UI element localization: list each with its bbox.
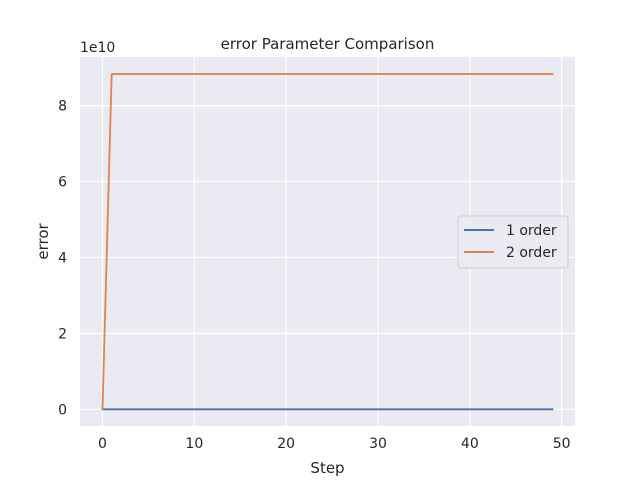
y-axis-label: error [34,223,52,260]
y-offset-label: 1e10 [80,40,115,56]
y-tick-label-8: 8 [58,99,67,115]
x-tick-label-40: 40 [461,436,479,452]
y-tick-label-4: 4 [58,250,67,266]
x-axis-label: Step [310,459,344,477]
legend-label-2-order: 2 order [506,245,557,261]
chart-title: error Parameter Comparison [221,35,435,53]
y-tick-label-0: 0 [58,402,67,418]
grid-lines [80,57,575,426]
tick-labels: 0 10 20 30 40 50 0 2 4 6 8 [58,99,571,452]
x-tick-label-50: 50 [553,436,571,452]
series-line-2-order [101,73,554,411]
x-tick-label-30: 30 [369,436,387,452]
x-tick-label-10: 10 [185,436,203,452]
y-tick-label-6: 6 [58,175,67,191]
legend-label-1-order: 1 order [506,223,557,239]
legend: 1 order 2 order [457,215,569,269]
x-tick-label-0: 0 [98,436,107,452]
y-tick-label-2: 2 [58,326,67,342]
series-lines [101,73,554,411]
x-tick-label-20: 20 [277,436,295,452]
